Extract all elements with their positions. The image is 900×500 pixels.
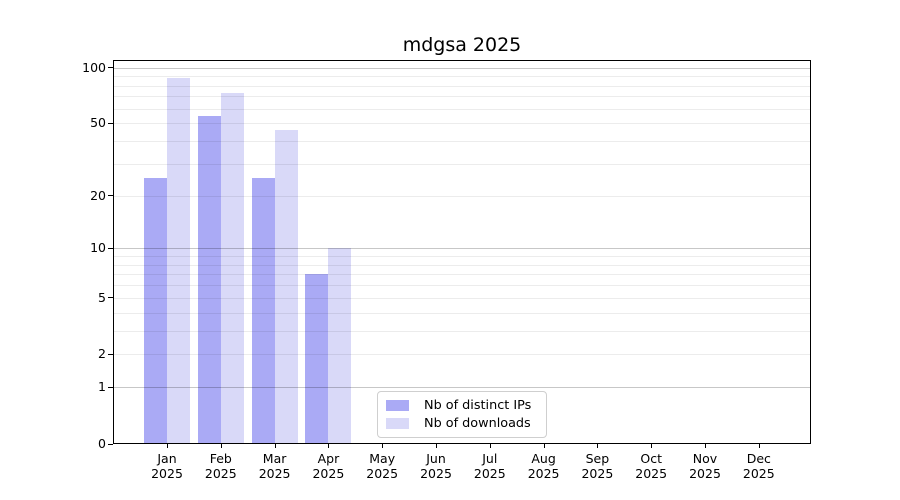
- bar-downloads-mar: [274, 129, 298, 443]
- x-tick-month: Jul: [482, 451, 498, 466]
- gridline-minor: [114, 108, 810, 110]
- x-tick-year: 2025: [204, 466, 237, 481]
- bar-distinct-ips-jan: [144, 178, 167, 443]
- x-tick-mark: [382, 444, 384, 448]
- x-tick-label: Nov 2025: [670, 451, 740, 481]
- x-tick-year: 2025: [151, 466, 183, 481]
- x-tick-mark: [758, 444, 760, 448]
- x-tick-year: 2025: [581, 466, 614, 481]
- x-tick-label: Jun 2025: [401, 451, 471, 481]
- legend-label-distinct-ips: Nb of distinct IPs: [424, 397, 532, 413]
- bar-distinct-ips-mar: [251, 178, 275, 443]
- y-tick-label: 0: [98, 436, 106, 451]
- legend-swatch-distinct-ips: [386, 399, 409, 411]
- x-tick-label: Jan 2025: [132, 451, 202, 481]
- y-tick-mark: [108, 386, 113, 388]
- x-tick-year: 2025: [689, 466, 721, 481]
- bar-downloads-feb: [220, 92, 244, 443]
- x-tick-year: 2025: [258, 466, 291, 481]
- y-tick-label: 1: [98, 379, 106, 395]
- x-tick-month: Sep: [585, 451, 610, 466]
- x-tick-mark: [651, 444, 653, 448]
- bar-distinct-ips-feb: [197, 115, 221, 443]
- x-tick-month: Feb: [209, 451, 232, 466]
- y-tick-mark: [108, 67, 113, 68]
- x-tick-mark: [167, 444, 168, 448]
- x-tick-month: Nov: [692, 451, 718, 466]
- x-tick-month: Dec: [746, 451, 771, 466]
- x-tick-month: May: [369, 451, 396, 466]
- x-tick-year: 2025: [742, 466, 775, 481]
- x-tick-mark: [436, 444, 437, 448]
- chart-title: mdgsa 2025: [402, 34, 522, 56]
- y-tick-mark: [108, 122, 113, 124]
- y-tick-label: 50: [90, 115, 106, 131]
- x-tick-mark: [328, 444, 330, 448]
- x-tick-label: May 2025: [347, 451, 417, 481]
- x-tick-mark: [543, 444, 545, 448]
- x-tick-year: 2025: [635, 466, 668, 481]
- y-tick-mark: [108, 353, 113, 355]
- x-tick-label: Aug 2025: [509, 451, 579, 481]
- plot-area: [113, 60, 811, 444]
- legend-label-downloads: Nb of downloads: [424, 416, 531, 432]
- x-tick-mark: [274, 444, 276, 448]
- gridline-minor: [114, 76, 810, 77]
- x-tick-mark: [489, 444, 491, 448]
- x-tick-label: Mar 2025: [240, 451, 310, 481]
- gridline-major: [114, 67, 810, 69]
- legend-swatch-downloads: [386, 418, 409, 430]
- y-tick-mark: [108, 297, 113, 299]
- x-tick-year: 2025: [420, 466, 452, 481]
- legend-row: Nb of distinct IPs: [386, 398, 538, 413]
- x-tick-month: Apr: [317, 451, 340, 466]
- x-tick-mark: [705, 444, 706, 448]
- legend: Nb of distinct IPs Nb of downloads: [377, 391, 547, 438]
- y-tick-mark: [108, 443, 113, 445]
- x-tick-label: Feb 2025: [186, 451, 256, 481]
- x-tick-month: Oct: [640, 451, 662, 466]
- y-tick-label: 20: [90, 187, 106, 203]
- y-tick-label: 10: [90, 240, 106, 256]
- bar-distinct-ips-apr: [305, 274, 329, 443]
- x-tick-month: Mar: [262, 451, 287, 466]
- x-tick-label: Apr 2025: [293, 451, 363, 481]
- x-tick-year: 2025: [366, 466, 399, 481]
- x-tick-label: Dec 2025: [724, 451, 794, 481]
- gridline-minor: [114, 96, 810, 98]
- x-tick-year: 2025: [473, 466, 506, 481]
- x-tick-month: Jan: [157, 451, 177, 466]
- y-tick-mark: [108, 247, 113, 249]
- bar-downloads-apr: [328, 248, 352, 443]
- x-tick-month: Aug: [531, 451, 556, 466]
- gridline-minor: [114, 85, 810, 87]
- x-tick-month: Jun: [426, 451, 446, 466]
- y-tick-label: 5: [98, 289, 106, 305]
- x-tick-label: Sep 2025: [562, 451, 632, 481]
- x-tick-mark: [220, 444, 222, 448]
- x-tick-year: 2025: [312, 466, 345, 481]
- bar-downloads-jan: [167, 77, 190, 443]
- x-tick-mark: [597, 444, 599, 448]
- x-tick-year: 2025: [527, 466, 560, 481]
- y-tick-label: 2: [98, 346, 106, 362]
- x-tick-label: Jul 2025: [455, 451, 525, 481]
- y-tick-label: 100: [82, 59, 106, 75]
- y-tick-mark: [108, 195, 113, 197]
- x-tick-label: Oct 2025: [616, 451, 686, 481]
- legend-row: Nb of downloads: [386, 416, 538, 431]
